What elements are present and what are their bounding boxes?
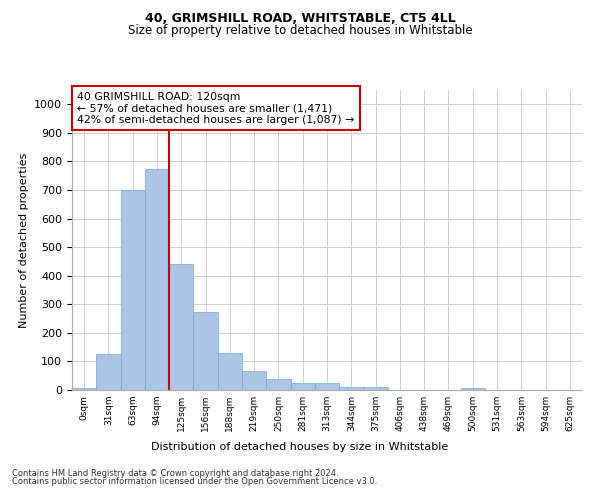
Y-axis label: Number of detached properties: Number of detached properties: [19, 152, 29, 328]
Bar: [315, 384, 339, 390]
Bar: [193, 312, 218, 390]
Bar: [339, 387, 364, 390]
Bar: [218, 353, 242, 390]
Text: Contains HM Land Registry data © Crown copyright and database right 2024.: Contains HM Land Registry data © Crown c…: [12, 468, 338, 477]
Text: Size of property relative to detached houses in Whitstable: Size of property relative to detached ho…: [128, 24, 472, 37]
Bar: [364, 387, 388, 390]
Bar: [266, 378, 290, 390]
Bar: [461, 388, 485, 390]
Text: Distribution of detached houses by size in Whitstable: Distribution of detached houses by size …: [151, 442, 449, 452]
Bar: [121, 190, 145, 390]
Text: 40, GRIMSHILL ROAD, WHITSTABLE, CT5 4LL: 40, GRIMSHILL ROAD, WHITSTABLE, CT5 4LL: [145, 12, 455, 26]
Text: 40 GRIMSHILL ROAD: 120sqm
← 57% of detached houses are smaller (1,471)
42% of se: 40 GRIMSHILL ROAD: 120sqm ← 57% of detac…: [77, 92, 355, 124]
Bar: [96, 354, 121, 390]
Bar: [145, 168, 169, 390]
Bar: [72, 388, 96, 390]
Bar: [242, 370, 266, 390]
Text: Contains public sector information licensed under the Open Government Licence v3: Contains public sector information licen…: [12, 477, 377, 486]
Bar: [290, 384, 315, 390]
Bar: [169, 264, 193, 390]
